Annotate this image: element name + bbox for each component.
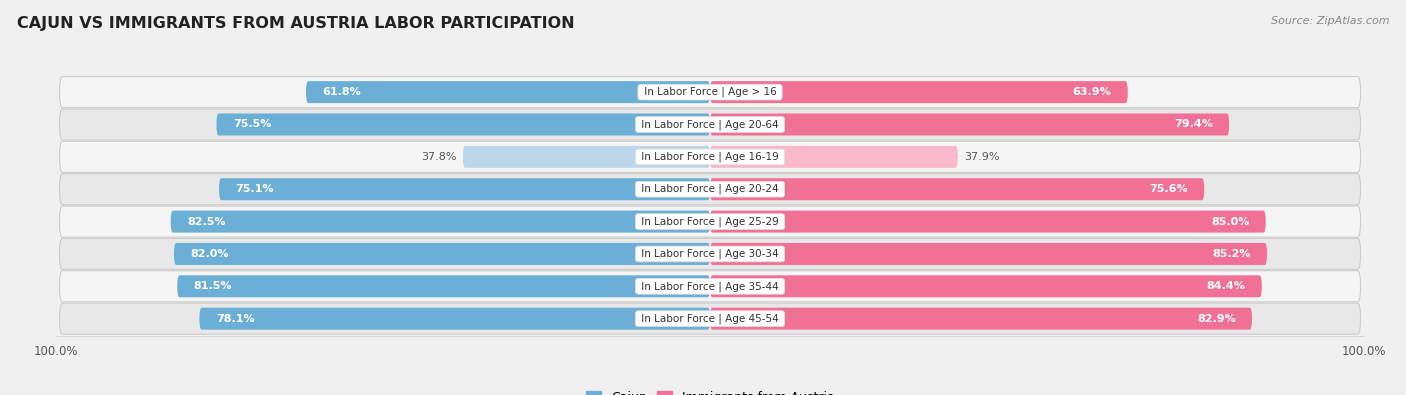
Text: 61.8%: 61.8% [322, 87, 361, 97]
Text: 82.0%: 82.0% [190, 249, 229, 259]
Text: 75.5%: 75.5% [233, 120, 271, 130]
FancyBboxPatch shape [219, 178, 710, 200]
Text: 37.9%: 37.9% [965, 152, 1000, 162]
Text: In Labor Force | Age 30-34: In Labor Force | Age 30-34 [638, 249, 782, 259]
Text: 85.2%: 85.2% [1212, 249, 1251, 259]
FancyBboxPatch shape [710, 243, 1267, 265]
FancyBboxPatch shape [59, 141, 1361, 172]
FancyBboxPatch shape [177, 275, 710, 297]
FancyBboxPatch shape [710, 275, 1261, 297]
Text: 75.1%: 75.1% [235, 184, 274, 194]
FancyBboxPatch shape [200, 308, 710, 330]
Text: 75.6%: 75.6% [1149, 184, 1188, 194]
Text: In Labor Force | Age 35-44: In Labor Force | Age 35-44 [638, 281, 782, 292]
Text: 81.5%: 81.5% [194, 281, 232, 291]
Text: In Labor Force | Age 20-64: In Labor Force | Age 20-64 [638, 119, 782, 130]
FancyBboxPatch shape [59, 77, 1361, 108]
FancyBboxPatch shape [59, 271, 1361, 302]
FancyBboxPatch shape [710, 308, 1251, 330]
FancyBboxPatch shape [307, 81, 710, 103]
Text: 78.1%: 78.1% [215, 314, 254, 324]
Text: 84.4%: 84.4% [1206, 281, 1246, 291]
Text: Source: ZipAtlas.com: Source: ZipAtlas.com [1271, 16, 1389, 26]
Text: 85.0%: 85.0% [1211, 216, 1250, 227]
FancyBboxPatch shape [217, 113, 710, 135]
FancyBboxPatch shape [710, 146, 957, 168]
FancyBboxPatch shape [710, 113, 1229, 135]
Text: 82.5%: 82.5% [187, 216, 225, 227]
FancyBboxPatch shape [710, 81, 1128, 103]
FancyBboxPatch shape [59, 109, 1361, 140]
FancyBboxPatch shape [59, 174, 1361, 205]
Text: In Labor Force | Age 16-19: In Labor Force | Age 16-19 [638, 152, 782, 162]
Text: In Labor Force | Age > 16: In Labor Force | Age > 16 [641, 87, 779, 98]
FancyBboxPatch shape [174, 243, 710, 265]
FancyBboxPatch shape [59, 239, 1361, 269]
FancyBboxPatch shape [463, 146, 710, 168]
Text: In Labor Force | Age 45-54: In Labor Force | Age 45-54 [638, 313, 782, 324]
FancyBboxPatch shape [710, 211, 1265, 233]
Text: In Labor Force | Age 25-29: In Labor Force | Age 25-29 [638, 216, 782, 227]
Text: 63.9%: 63.9% [1073, 87, 1112, 97]
FancyBboxPatch shape [59, 303, 1361, 334]
Text: CAJUN VS IMMIGRANTS FROM AUSTRIA LABOR PARTICIPATION: CAJUN VS IMMIGRANTS FROM AUSTRIA LABOR P… [17, 16, 575, 31]
Text: 37.8%: 37.8% [420, 152, 457, 162]
FancyBboxPatch shape [170, 211, 710, 233]
Text: In Labor Force | Age 20-24: In Labor Force | Age 20-24 [638, 184, 782, 194]
FancyBboxPatch shape [59, 206, 1361, 237]
FancyBboxPatch shape [710, 178, 1205, 200]
Legend: Cajun, Immigrants from Austria: Cajun, Immigrants from Austria [581, 386, 839, 395]
Text: 82.9%: 82.9% [1197, 314, 1236, 324]
Text: 79.4%: 79.4% [1174, 120, 1213, 130]
